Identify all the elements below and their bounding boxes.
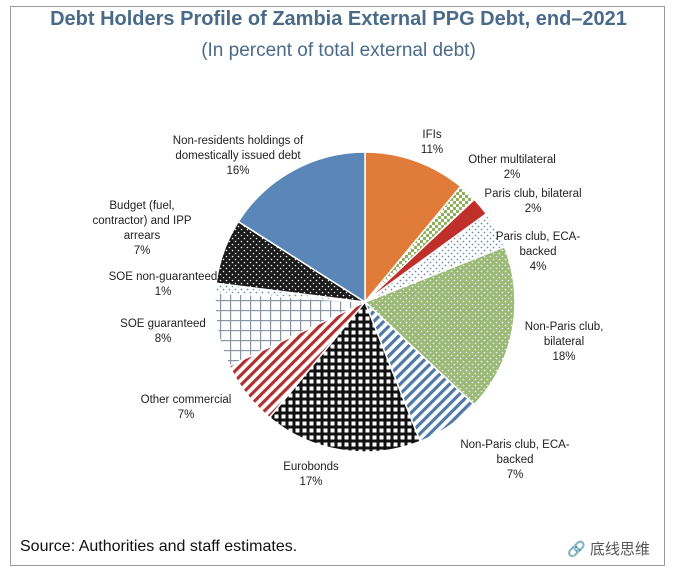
pie-slice (268, 300, 422, 453)
slice-label-line: 18% (552, 351, 575, 363)
slice-label-line: Non-residents holdings of (173, 135, 304, 147)
slice-label: Eurobonds 17% (283, 461, 339, 488)
slice-label-line: arrears (124, 230, 161, 242)
slice-label: Non-Paris club, ECA-backed 7% (460, 439, 569, 481)
watermark: 🔗 底线思维 (567, 541, 650, 558)
slice-label-line: 17% (299, 476, 322, 488)
pie-slice (237, 151, 366, 304)
slice-label-line: 8% (155, 333, 172, 345)
chart-subtitle: (In percent of total external debt) (201, 40, 476, 61)
slice-label-line: domestically issued debt (175, 150, 301, 162)
slice-label-line: backed (519, 246, 556, 258)
slice-label-line: Other multilateral (468, 154, 556, 166)
slice-label: Budget (fuel, contractor) and IPP arrears 7… (92, 200, 191, 257)
slice-label: Paris club, ECA-backed 4% (496, 231, 581, 273)
slice-label: Non-residents holdings of domestically is… (173, 135, 304, 177)
pie-slice (363, 245, 516, 406)
slice-label-line: 11% (421, 144, 443, 156)
slice-label-line: 16% (226, 165, 249, 177)
source-note: Source: Authorities and staff estimates. (20, 538, 298, 555)
slice-label-line: Other commercial (141, 394, 232, 406)
slice-label-line: 1% (155, 286, 172, 298)
pie-slice (364, 151, 462, 305)
slice-label-line: SOE non-guaranteed (109, 271, 218, 283)
slice-label: Other multilateral 2% (468, 154, 556, 181)
slice-label-line: backed (496, 454, 533, 466)
slice-label-line: contractor) and IPP (92, 215, 191, 227)
slice-label-line: Paris club, ECA- (496, 231, 581, 243)
slice-label-line: Non-Paris club, ECA- (460, 439, 569, 451)
slice-label-line: 7% (507, 469, 524, 481)
slice-label-line: 2% (504, 169, 521, 181)
slice-label-line: Non-Paris club, (525, 321, 604, 333)
slice-label-line: 2% (525, 203, 542, 215)
slice-label-line: IFIs (422, 129, 441, 141)
slice-label: Non-Paris club, bilateral 18% (525, 321, 604, 363)
slice-label-line: SOE guaranteed (120, 318, 206, 330)
slice-label-line: 7% (178, 409, 195, 421)
slice-label: IFIs 11% (421, 129, 443, 156)
slice-label-line: Eurobonds (283, 461, 339, 473)
chart-title: Debt Holders Profile of Zambia External … (50, 8, 627, 30)
slice-label: Paris club, bilateral 2% (484, 188, 581, 215)
slice-label-line: Budget (fuel, (109, 200, 174, 212)
slice-label: SOE non-guaranteed 1% (109, 271, 218, 298)
slice-label-line: 7% (134, 245, 151, 257)
slice-label-line: 4% (530, 261, 547, 273)
slice-label: Other commercial 7% (141, 394, 232, 421)
slice-label: SOE guaranteed 8% (120, 318, 206, 345)
slice-label-line: Paris club, bilateral (484, 188, 581, 200)
slice-label-line: bilateral (544, 336, 584, 348)
